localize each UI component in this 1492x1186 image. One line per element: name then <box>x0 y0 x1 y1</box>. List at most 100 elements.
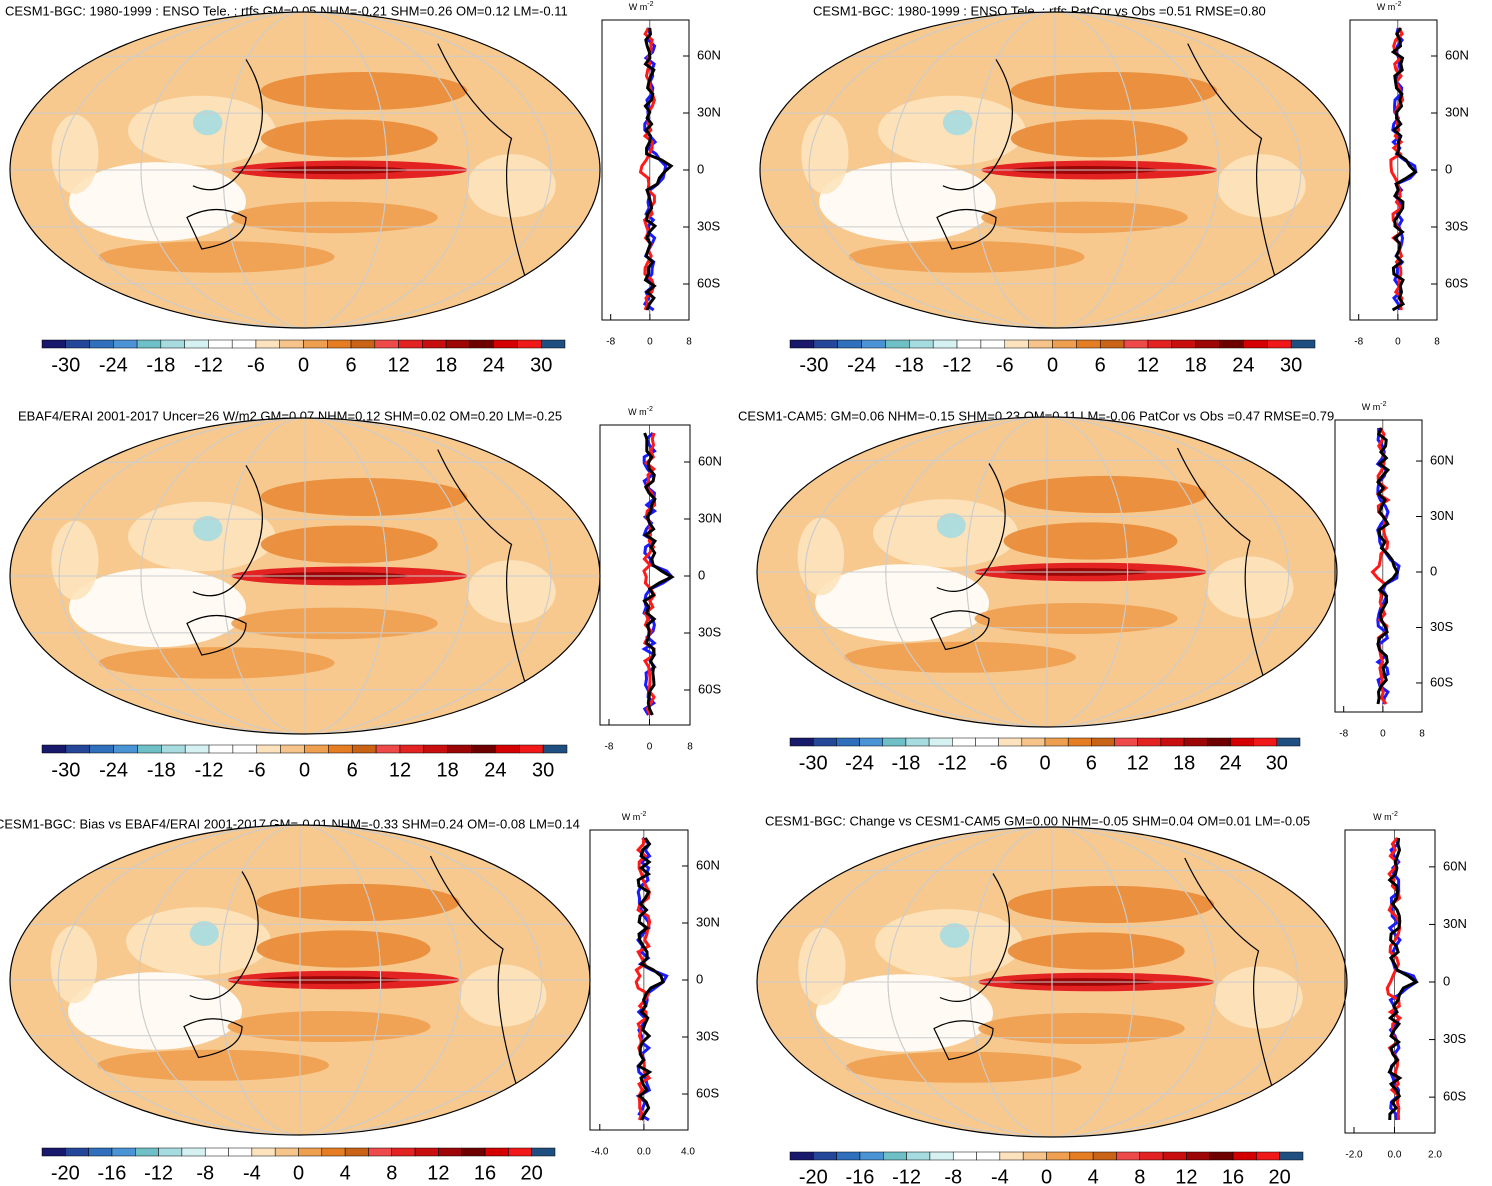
unit-exponent: -2 <box>1380 401 1386 408</box>
unit: W m <box>1377 2 1396 12</box>
colorbar-box <box>438 1147 462 1157</box>
y-tick-label: 30S <box>696 1028 719 1043</box>
colorbar-box <box>113 744 138 754</box>
colorbar-label: -12 <box>943 354 972 376</box>
colorbar-label: -4 <box>243 1162 261 1184</box>
colorbar-box <box>861 339 886 349</box>
unit-exponent: -2 <box>1395 1 1401 8</box>
profile-unit: W m-2 <box>1362 401 1387 413</box>
colorbar-box <box>906 1151 931 1161</box>
y-tick-label: 30N <box>698 510 722 525</box>
colorbar-box <box>469 339 494 349</box>
colorbar-box <box>929 1151 954 1161</box>
colorbar-box <box>1092 1151 1117 1161</box>
colorbar-box <box>813 339 838 349</box>
map-anomaly <box>1214 966 1303 1029</box>
colorbar-box <box>1046 1151 1071 1161</box>
profile-unit: W m-2 <box>1373 811 1398 823</box>
map-anomaly <box>459 964 547 1027</box>
map-anomaly <box>50 925 97 1004</box>
colorbar-box <box>41 1147 66 1157</box>
y-tick-label: 30N <box>696 914 720 929</box>
unit-exponent: -2 <box>640 811 646 818</box>
colorbar-box <box>256 744 281 754</box>
colorbar-label: -24 <box>845 752 874 774</box>
colorbar-label: -12 <box>892 1166 921 1186</box>
colorbar-box <box>461 1147 486 1157</box>
colorbar-box <box>1123 339 1149 349</box>
colorbar-label: 24 <box>1232 354 1254 376</box>
y-tick-label: 60S <box>698 681 721 696</box>
colorbar-box <box>928 737 953 747</box>
colorbar-box <box>391 1147 416 1157</box>
lon-grid <box>138 825 462 1135</box>
colorbar-label: 0 <box>1039 752 1050 774</box>
panel-title: CESM1-CAM5: GM=0.06 NHM=-0.15 SHM=0.23 O… <box>738 408 1334 423</box>
lon-grid <box>969 827 1135 1137</box>
colorbar-label: -6 <box>990 752 1008 774</box>
colorbar-box <box>136 339 162 349</box>
zonal-curve <box>638 27 656 311</box>
colorbar-box <box>1028 339 1053 349</box>
map-anomaly <box>981 201 1188 234</box>
y-tick-label: 60N <box>697 47 721 62</box>
map-anomaly <box>467 560 556 624</box>
map-anomaly <box>974 603 1178 634</box>
map-anomaly <box>936 513 966 538</box>
colorbar-box <box>374 339 399 349</box>
y-tick-label: 60N <box>1430 452 1454 467</box>
colorbar-box <box>328 744 353 754</box>
map-anomaly <box>260 119 438 158</box>
colorbar-box <box>279 339 304 349</box>
colorbar-box <box>303 339 328 349</box>
zonal-curve <box>642 432 675 716</box>
colorbar-label: -4 <box>991 1166 1009 1186</box>
colorbar-box <box>1209 1151 1234 1161</box>
colorbar-label: -18 <box>147 759 176 781</box>
colorbar-label: 6 <box>1086 752 1097 774</box>
colorbar-label: -6 <box>996 354 1014 376</box>
map-anomaly <box>848 241 1085 273</box>
coastline <box>933 857 1274 1091</box>
map <box>10 12 600 328</box>
y-tick-label: 0 <box>697 161 704 176</box>
y-tick-label: 60S <box>696 1085 719 1100</box>
colorbar-label: -30 <box>799 752 828 774</box>
lon-grid <box>804 417 1290 727</box>
colorbar-box <box>65 744 90 754</box>
map-anomaly <box>798 927 846 1006</box>
y-tick-label: 60N <box>1445 47 1469 62</box>
colorbar-box <box>280 744 305 754</box>
map-anomaly <box>801 114 849 194</box>
colorbar-label: 0 <box>1041 1166 1052 1186</box>
colorbar-box <box>344 1147 369 1157</box>
colorbar-label: 18 <box>1185 354 1207 376</box>
colorbar-label: 4 <box>340 1162 351 1184</box>
colorbar-label: 12 <box>389 759 411 781</box>
colorbar-box <box>251 1147 276 1157</box>
colorbar-box <box>231 339 257 349</box>
unit: W m <box>629 2 648 12</box>
colorbar-box <box>208 339 233 349</box>
colorbar-box <box>1076 339 1101 349</box>
unit: W m <box>1373 812 1392 822</box>
map-anomaly <box>231 607 438 640</box>
x-tick-label: 8 <box>1434 337 1440 348</box>
y-tick-label: 60S <box>697 275 720 290</box>
y-tick-label: 60S <box>1445 275 1468 290</box>
colorbar-box <box>208 744 234 754</box>
unit: W m <box>628 407 647 417</box>
colorbar-label: 12 <box>387 354 409 376</box>
map-anomaly <box>467 154 556 218</box>
colorbar-box <box>184 744 210 754</box>
colorbar-box <box>321 1147 346 1157</box>
profile-unit: W m-2 <box>1377 1 1402 13</box>
colorbar-box <box>1091 737 1115 747</box>
colorbar-label: -30 <box>51 354 80 376</box>
y-tick-label: 60S <box>1443 1089 1466 1104</box>
colorbar-label: 6 <box>1095 354 1106 376</box>
colorbar-label: 20 <box>521 1162 543 1184</box>
map-anomaly <box>69 568 246 648</box>
y-tick-label: 30N <box>1445 104 1469 119</box>
colorbar-label: -8 <box>944 1166 962 1186</box>
